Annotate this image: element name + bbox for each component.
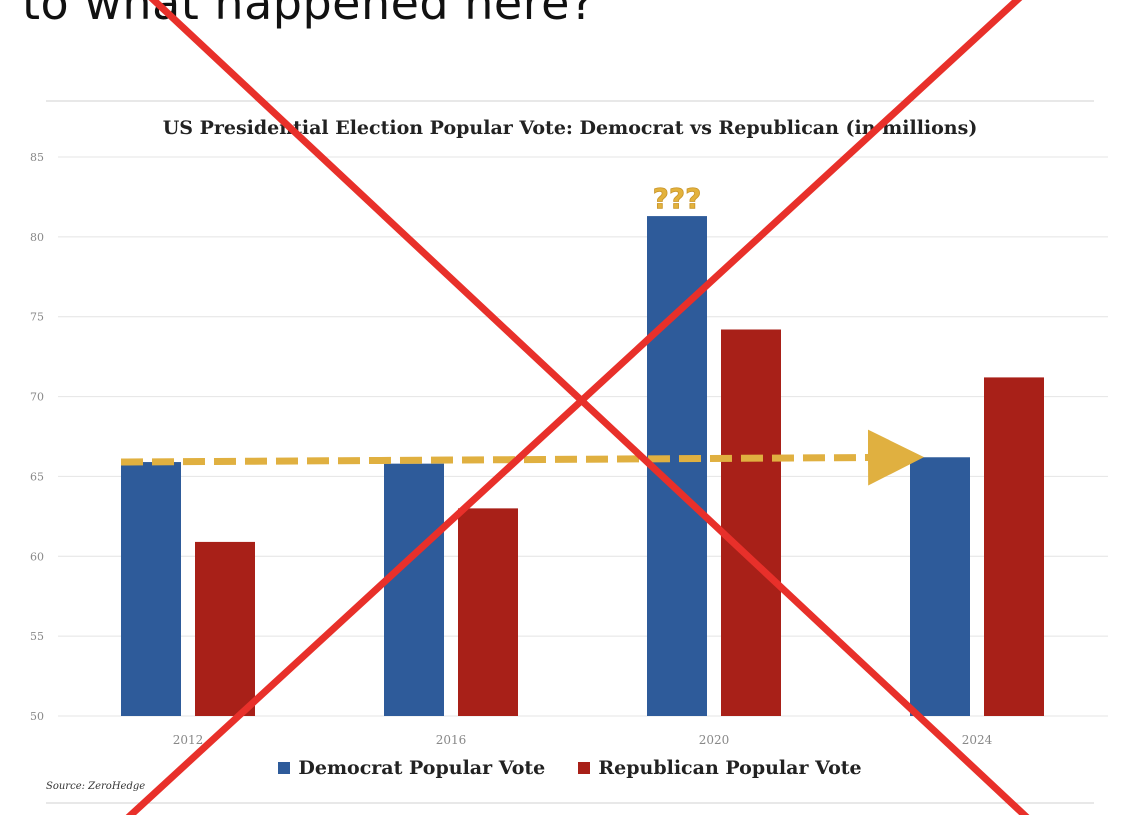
chart-frame xyxy=(46,100,1094,804)
legend-swatch-republican xyxy=(578,762,591,774)
bar-republican xyxy=(195,541,255,716)
legend: Democrat Popular Vote Republican Popular… xyxy=(0,757,1140,779)
bar-republican xyxy=(721,329,781,716)
legend-item-democrat: Democrat Popular Vote xyxy=(278,757,545,779)
legend-label-democrat: Democrat Popular Vote xyxy=(298,757,546,779)
x-tick-label: 2012 xyxy=(173,733,204,747)
legend-label-republican: Republican Popular Vote xyxy=(598,757,862,779)
y-tick-label: 75 xyxy=(30,311,44,324)
bar-republican xyxy=(458,508,518,716)
bar-democrat xyxy=(121,462,181,716)
bar-democrat xyxy=(384,463,444,716)
y-tick-label: 80 xyxy=(30,231,44,244)
annotations: ??? xyxy=(120,182,924,486)
y-tick-label: 60 xyxy=(30,550,44,563)
y-tick-label: 85 xyxy=(30,151,44,164)
y-axis-ticks: 50 55 60 65 70 75 80 85 xyxy=(30,151,44,723)
bar-democrat xyxy=(647,216,707,716)
red-x-stroke-1 xyxy=(148,0,1030,815)
red-x-stroke-2 xyxy=(125,0,1023,815)
post-headline: to what happened here? xyxy=(22,0,595,30)
y-tick-label: 50 xyxy=(30,710,44,723)
x-tick-label: 2020 xyxy=(699,733,730,747)
bars xyxy=(121,216,1044,716)
bar-democrat xyxy=(910,457,970,716)
source-note: Source: ZeroHedge xyxy=(46,781,146,792)
y-tick-label: 55 xyxy=(30,630,44,643)
legend-swatch-democrat xyxy=(278,762,291,774)
y-tick-label: 70 xyxy=(30,391,44,404)
trend-arrow xyxy=(120,429,924,486)
red-x-overlay xyxy=(125,0,1030,815)
x-axis-ticks: 2012 2016 2020 2024 xyxy=(173,733,993,747)
x-tick-label: 2016 xyxy=(436,733,467,747)
y-tick-label: 65 xyxy=(30,470,44,483)
legend-item-republican: Republican Popular Vote xyxy=(578,757,862,779)
chart-title: US Presidential Election Popular Vote: D… xyxy=(163,117,978,139)
question-marks-annotation: ??? xyxy=(653,182,702,215)
bar-republican xyxy=(984,377,1044,716)
x-tick-label: 2024 xyxy=(962,733,993,747)
